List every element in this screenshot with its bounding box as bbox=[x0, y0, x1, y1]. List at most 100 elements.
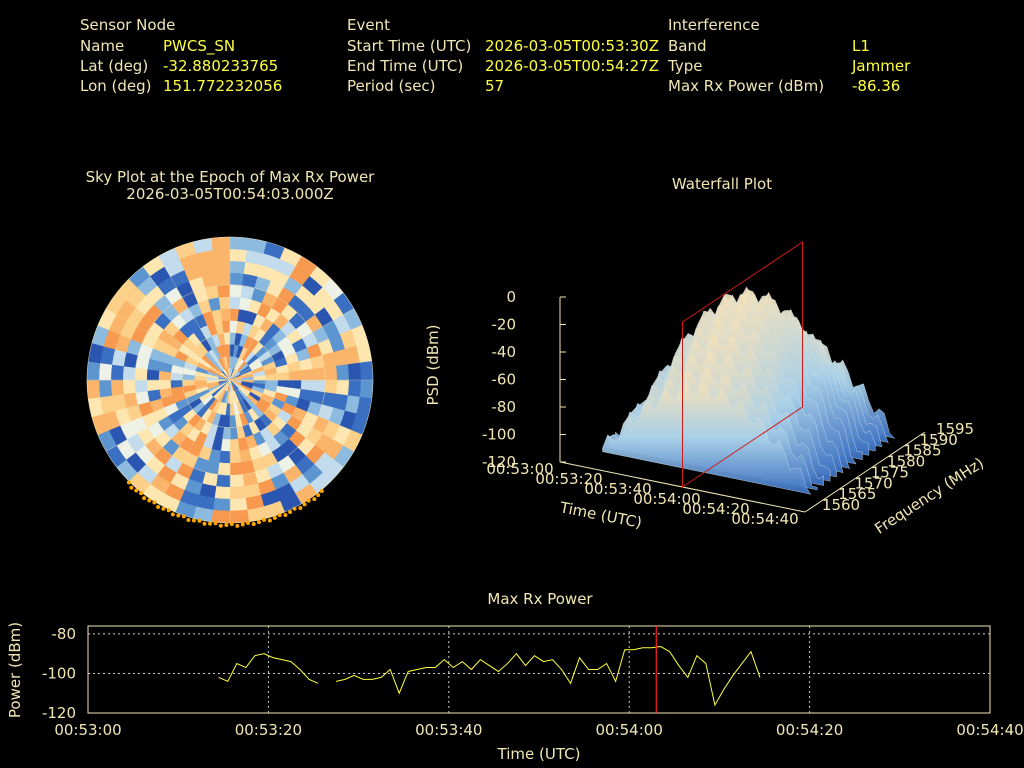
interference-band-value: L1 bbox=[852, 37, 870, 55]
maxrx-series-line bbox=[335, 646, 761, 707]
waterfall-z-tick-label: 0 bbox=[506, 288, 516, 306]
skyplot-cell bbox=[221, 320, 231, 334]
skyplot-cell bbox=[347, 362, 362, 381]
skyplot-cell bbox=[288, 370, 302, 381]
skyplot-spoke bbox=[229, 379, 354, 452]
skyplot-cell bbox=[170, 379, 184, 389]
skyplot-cell bbox=[158, 379, 172, 390]
sensor-node-title: Sensor Node bbox=[80, 16, 176, 34]
skyplot-satellite-marker bbox=[139, 491, 144, 496]
waterfall-y-tick-label: 1590 bbox=[920, 431, 958, 449]
skyplot-spoke bbox=[158, 379, 231, 504]
skyplot-cell bbox=[122, 379, 136, 395]
skyplot-satellite-marker bbox=[142, 496, 147, 501]
waterfall-y-tick-label: 1560 bbox=[822, 496, 860, 514]
waterfall-z-tick-label: -20 bbox=[492, 316, 517, 334]
maxrx-series-line bbox=[218, 653, 319, 684]
skyplot-satellite-marker bbox=[224, 522, 229, 527]
skyplot-satellite-marker bbox=[302, 502, 307, 507]
waterfall-y-tick-label: 1595 bbox=[936, 420, 974, 438]
skyplot-cell bbox=[217, 284, 231, 298]
skyplot-cell bbox=[218, 450, 231, 464]
skyplot-satellite-marker bbox=[186, 517, 191, 522]
waterfall-y-tick-label: 1580 bbox=[887, 453, 925, 471]
maxrx-y-tick-label: -80 bbox=[52, 625, 77, 643]
skyplot-cell bbox=[211, 236, 231, 251]
waterfall-y-tick-label: 1585 bbox=[903, 442, 941, 460]
skyplot-cell bbox=[215, 474, 231, 488]
interference-maxrx-label: Max Rx Power (dBm) bbox=[668, 77, 825, 95]
waterfall-z-tick-label: -100 bbox=[482, 426, 516, 444]
skyplot-cell bbox=[86, 361, 101, 381]
skyplot-spoke bbox=[106, 379, 231, 452]
event-start-value: 2026-03-05T00:53:30Z bbox=[485, 37, 659, 55]
skyplot-satellite-marker bbox=[251, 522, 256, 527]
skyplot-spoke bbox=[229, 308, 354, 381]
maxrx-x-tick-label: 00:53:00 bbox=[54, 721, 121, 739]
skyplot-cell bbox=[218, 296, 231, 310]
waterfall-x-tick-label: 00:54:20 bbox=[682, 500, 749, 518]
interference-title: Interference bbox=[668, 16, 760, 34]
skyplot-satellite-marker bbox=[161, 506, 166, 511]
waterfall-y-tick-label: 1570 bbox=[854, 474, 892, 492]
skyplot-satellite-marker bbox=[319, 488, 324, 493]
skyplot-satellite-marker bbox=[283, 513, 288, 518]
skyplot-satellite-marker bbox=[181, 514, 186, 519]
skyplot-satellite-marker bbox=[166, 508, 171, 513]
sensor-lat-label: Lat (deg) bbox=[80, 57, 149, 75]
skyplot-cell bbox=[336, 364, 350, 381]
waterfall-x-tick-label: 00:54:40 bbox=[731, 510, 798, 528]
skyplot-satellite-marker bbox=[267, 518, 272, 523]
waterfall-marker-plane bbox=[682, 241, 803, 488]
skyplot-cell bbox=[98, 362, 113, 381]
skyplot-cell bbox=[229, 260, 246, 274]
interference-type-label: Type bbox=[668, 57, 703, 75]
skyplot-satellite-marker bbox=[292, 506, 297, 511]
waterfall-y-axis bbox=[804, 431, 926, 513]
skyplot-cell bbox=[146, 379, 160, 392]
skyplot-satellite-marker bbox=[134, 488, 139, 493]
maxrx-chart: 00:53:00 00:53:20 00:53:40 00:54:00 00:54:20… bbox=[6, 622, 1024, 763]
maxrx-x-tick-label: 00:53:40 bbox=[415, 721, 482, 739]
maxrx-plot-frame bbox=[87, 625, 991, 714]
skyplot-cell bbox=[229, 497, 248, 512]
waterfall-x-tick-label: 00:53:20 bbox=[535, 470, 602, 488]
sensor-lon-label: Lon (deg) bbox=[80, 77, 152, 95]
skyplot-cell bbox=[214, 486, 231, 500]
skyplot-cell bbox=[229, 486, 246, 500]
skyplot-cell bbox=[229, 272, 245, 286]
event-period-label: Period (sec) bbox=[347, 77, 436, 95]
sensor-lon-value: 151.772232056 bbox=[163, 77, 283, 95]
waterfall-z-axis-label: PSD (dBm) bbox=[424, 324, 442, 405]
waterfall-z-tick-label: -40 bbox=[492, 343, 517, 361]
skyplot-satellite-marker bbox=[246, 520, 251, 525]
skyplot-cell bbox=[134, 379, 148, 393]
skyplot-satellite-marker bbox=[262, 517, 267, 522]
interference-band-label: Band bbox=[668, 37, 707, 55]
skyplot-satellite-marker bbox=[156, 505, 161, 510]
skyplot-cell bbox=[211, 509, 231, 524]
skyplot-cell bbox=[312, 379, 326, 393]
skyplot-cell bbox=[110, 364, 124, 381]
skyplot-spoke bbox=[229, 256, 302, 381]
maxrx-y-tick-label: -120 bbox=[42, 704, 76, 722]
skyplot-satellite-marker bbox=[191, 518, 196, 523]
skyplot-cell bbox=[229, 450, 242, 464]
skyplot-spoke bbox=[106, 308, 231, 381]
skyplot-satellite-marker bbox=[277, 513, 282, 518]
skyplot-satellite-marker bbox=[208, 521, 213, 526]
skyplot-cell bbox=[300, 368, 314, 381]
skyplot-satellite-marker bbox=[147, 498, 152, 503]
waterfall-x-axis-label: Time (UTC) bbox=[558, 498, 644, 532]
waterfall-y-tick-label: 1565 bbox=[838, 485, 876, 503]
skyplot-satellite-marker bbox=[152, 500, 157, 505]
skyplot-cell bbox=[229, 236, 249, 251]
skyplot-cell bbox=[214, 260, 231, 274]
skyplot-satellite-marker bbox=[170, 512, 175, 517]
skyplot-cell bbox=[122, 365, 136, 381]
skyplot-cell bbox=[312, 367, 326, 381]
waterfall-z-tick-label: -60 bbox=[492, 371, 517, 389]
skyplot-cell bbox=[212, 248, 231, 263]
skyplot-satellite-marker bbox=[306, 498, 311, 503]
